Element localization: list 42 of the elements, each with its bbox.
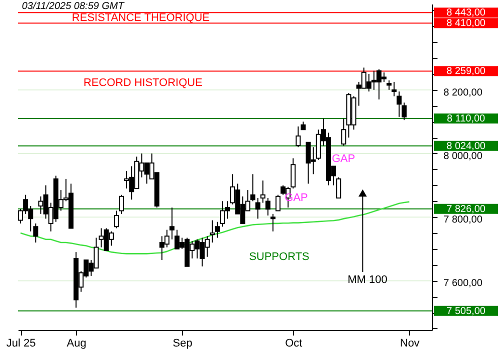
x-tick-label: Jul 25 bbox=[6, 338, 36, 350]
candlestick bbox=[33, 222, 38, 244]
ref-line-label: 8 410,00 bbox=[446, 18, 486, 30]
candlestick bbox=[210, 220, 215, 244]
ref-line-label: 8 024,00 bbox=[446, 140, 486, 152]
candlestick bbox=[265, 198, 270, 216]
annotation: SUPPORTS bbox=[249, 251, 310, 263]
candlestick bbox=[250, 174, 256, 202]
candlestick bbox=[114, 210, 119, 229]
annotation: 03/11/2025 08:59 GMT bbox=[22, 1, 125, 12]
text: MM 100 bbox=[348, 274, 388, 286]
x-tick-label: Aug bbox=[66, 338, 86, 350]
ref-line-label: 8 110,00 bbox=[446, 114, 486, 124]
candlestick bbox=[336, 176, 342, 199]
annotation: RESISTANCE THEORIQUE bbox=[72, 12, 210, 24]
x-tick-label: Sep bbox=[172, 338, 192, 350]
ref-line-label: 8 259,00 bbox=[446, 66, 486, 78]
candlestick bbox=[270, 213, 276, 232]
x-tick-label: Oct bbox=[285, 338, 302, 350]
candlestick bbox=[392, 81, 397, 97]
y-tick-label: 8 000,00 bbox=[444, 150, 483, 162]
candlestick bbox=[396, 90, 402, 118]
candlestick bbox=[214, 221, 220, 238]
y-tick-label: 8 200,00 bbox=[444, 87, 483, 98]
candlestick bbox=[341, 118, 346, 146]
ref-line-label: 7 505,00 bbox=[446, 306, 486, 317]
annotation: RECORD HISTORIQUE bbox=[83, 77, 202, 89]
x-tick-label: Nov bbox=[400, 338, 420, 350]
candlestick bbox=[119, 194, 124, 214]
ref-line-label: 8 443,00 bbox=[446, 8, 486, 19]
candlestick bbox=[402, 102, 407, 121]
candlestick bbox=[255, 198, 260, 220]
candlestick bbox=[260, 180, 266, 204]
candlestick bbox=[276, 194, 281, 212]
candlestick bbox=[290, 158, 296, 189]
candlestick bbox=[386, 80, 392, 90]
y-tick-label: 7 800,00 bbox=[444, 214, 483, 226]
annotation: GAP bbox=[332, 153, 356, 165]
ref-line-label: 7 826,00 bbox=[446, 204, 486, 215]
candlestick bbox=[296, 126, 301, 148]
candlestick bbox=[169, 207, 174, 240]
y-tick-label: 7 600,00 bbox=[444, 278, 483, 290]
